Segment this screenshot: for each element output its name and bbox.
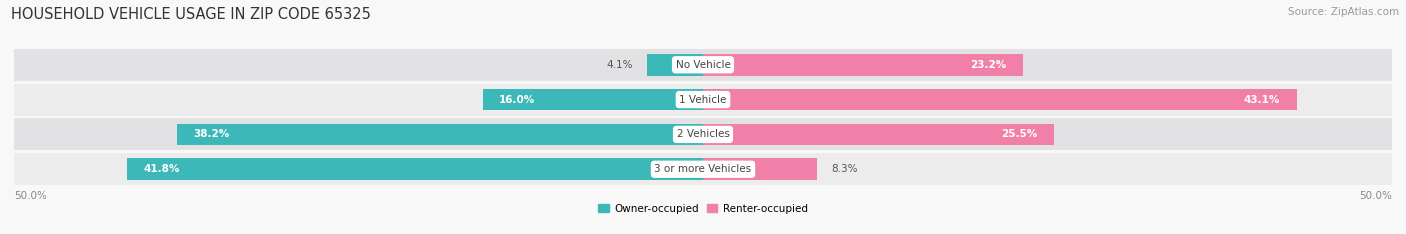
Text: 43.1%: 43.1%	[1244, 95, 1281, 105]
Bar	[177, 124, 703, 145]
Text: 4.1%: 4.1%	[606, 60, 633, 70]
Bar	[14, 153, 1392, 185]
Text: 50.0%: 50.0%	[14, 191, 46, 201]
Bar	[703, 54, 1022, 76]
Text: No Vehicle: No Vehicle	[675, 60, 731, 70]
Text: 38.2%: 38.2%	[193, 129, 229, 139]
Text: 41.8%: 41.8%	[143, 164, 180, 174]
Bar	[14, 118, 1392, 150]
Text: Source: ZipAtlas.com: Source: ZipAtlas.com	[1288, 7, 1399, 17]
Bar	[482, 89, 703, 110]
Bar	[647, 54, 703, 76]
Bar	[703, 89, 1296, 110]
Text: 50.0%: 50.0%	[1360, 191, 1392, 201]
Bar	[703, 124, 1054, 145]
Bar	[14, 49, 1392, 81]
Text: 1 Vehicle: 1 Vehicle	[679, 95, 727, 105]
Text: 2 Vehicles: 2 Vehicles	[676, 129, 730, 139]
Text: 23.2%: 23.2%	[970, 60, 1007, 70]
Text: 25.5%: 25.5%	[1001, 129, 1038, 139]
Text: 16.0%: 16.0%	[499, 95, 536, 105]
Text: 3 or more Vehicles: 3 or more Vehicles	[654, 164, 752, 174]
Bar	[703, 158, 817, 180]
Text: HOUSEHOLD VEHICLE USAGE IN ZIP CODE 65325: HOUSEHOLD VEHICLE USAGE IN ZIP CODE 6532…	[11, 7, 371, 22]
Text: 8.3%: 8.3%	[831, 164, 858, 174]
Legend: Owner-occupied, Renter-occupied: Owner-occupied, Renter-occupied	[599, 204, 807, 214]
Bar	[14, 84, 1392, 116]
Bar	[127, 158, 703, 180]
